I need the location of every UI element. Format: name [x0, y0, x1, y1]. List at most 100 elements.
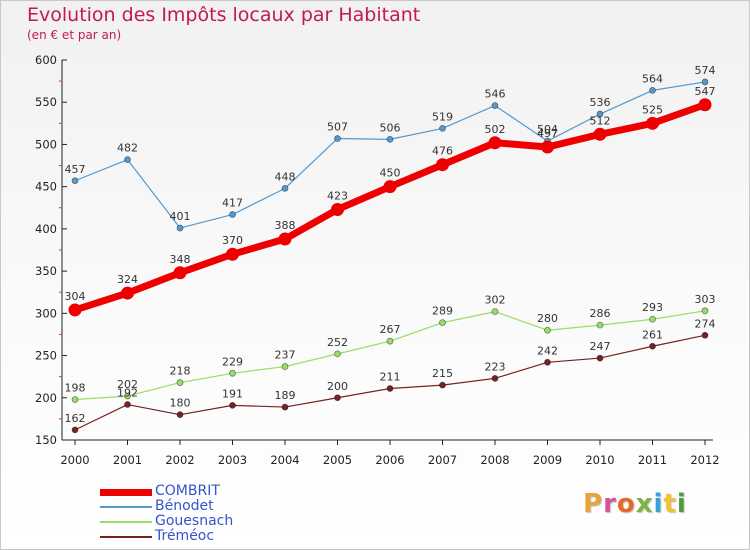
data-point — [124, 156, 131, 164]
data-label: 192 — [117, 387, 138, 400]
data-point — [278, 232, 292, 246]
data-point — [386, 337, 394, 345]
data-point — [436, 158, 449, 172]
data-point — [439, 319, 446, 327]
data-label: 388 — [275, 219, 296, 232]
data-label: 202 — [117, 378, 138, 391]
x-tick-label: 2005 — [323, 453, 352, 467]
data-point — [491, 374, 499, 382]
y-tick-label: 350 — [35, 264, 57, 278]
data-label: 450 — [380, 167, 401, 180]
legend-swatch — [100, 536, 152, 538]
data-point — [701, 78, 709, 86]
axes: 150 200 250 300 350 400 450 500 550 600 2000 2001 20… — [35, 53, 720, 467]
data-label: 348 — [170, 253, 191, 266]
data-point — [173, 266, 187, 280]
data-label: 223 — [485, 360, 506, 373]
data-point — [386, 385, 394, 392]
legend-swatch — [100, 488, 152, 496]
data-point — [383, 180, 397, 194]
data-label: 247 — [590, 340, 611, 353]
data-point — [176, 379, 184, 386]
data-point — [439, 381, 446, 389]
data-point — [491, 308, 499, 316]
logo-letter: o — [616, 489, 636, 519]
logo-letter: P — [583, 489, 604, 519]
data-label: 506 — [380, 121, 401, 134]
logo-letter: i — [653, 489, 664, 519]
data-point — [386, 135, 394, 143]
y-tick-label: 450 — [35, 180, 57, 194]
data-point — [229, 211, 236, 218]
data-label: 218 — [170, 365, 191, 378]
legend-label: Gouesnach — [155, 513, 234, 529]
data-label: 401 — [170, 210, 191, 223]
data-label-layer: 457 482 401 417 448 507 506 519 546 504 536 564 574 1… — [65, 64, 716, 425]
data-point — [229, 401, 236, 409]
y-tick-label: 600 — [35, 53, 57, 67]
data-label: 162 — [65, 412, 86, 425]
data-point — [439, 124, 446, 132]
data-label: 304 — [65, 290, 86, 303]
data-point — [334, 394, 341, 402]
y-tick-label: 400 — [35, 222, 57, 236]
legend: COMBRIT Bénodet Gouesnach Tréméoc — [100, 484, 300, 544]
data-point — [176, 224, 184, 232]
data-label: 546 — [485, 88, 506, 101]
data-label: 482 — [117, 142, 138, 155]
data-label: 267 — [380, 323, 401, 336]
legend-label: Bénodet — [155, 498, 214, 514]
series-tréméoc — [71, 331, 709, 434]
data-label: 370 — [222, 234, 243, 247]
data-label: 457 — [65, 163, 86, 176]
data-label: 286 — [590, 307, 611, 320]
data-label: 525 — [642, 103, 663, 116]
x-tick-label: 2007 — [428, 453, 457, 467]
data-point — [596, 321, 604, 329]
data-label: 476 — [432, 145, 453, 158]
series-line — [73, 101, 707, 314]
data-point — [71, 426, 79, 434]
data-label: 180 — [170, 397, 191, 410]
data-label: 423 — [327, 189, 348, 202]
legend-label: Tréméoc — [155, 528, 215, 544]
data-label: 574 — [695, 64, 716, 77]
data-point — [121, 286, 134, 300]
data-label: 237 — [275, 349, 296, 362]
data-label: 280 — [537, 312, 558, 325]
data-label: 547 — [695, 85, 716, 98]
data-point — [334, 350, 341, 358]
data-point — [541, 140, 554, 154]
x-tick-label: 2010 — [585, 453, 614, 467]
x-tick-label: 2011 — [638, 453, 667, 467]
y-tick-label: 250 — [35, 349, 57, 363]
data-point — [593, 127, 607, 141]
data-point — [646, 116, 659, 130]
data-point — [491, 102, 499, 109]
data-point — [226, 247, 239, 261]
data-label: 198 — [65, 381, 86, 394]
data-label: 293 — [642, 301, 663, 314]
data-label: 191 — [222, 387, 243, 400]
data-label: 417 — [222, 197, 243, 210]
legend-item: Gouesnach — [100, 514, 300, 529]
data-point — [281, 403, 289, 411]
data-point — [596, 354, 604, 362]
data-label: 274 — [695, 317, 716, 330]
data-point — [68, 303, 82, 317]
data-label: 215 — [432, 367, 453, 380]
data-label: 497 — [537, 127, 558, 140]
data-point — [544, 358, 551, 366]
data-point — [281, 363, 289, 370]
data-label: 512 — [590, 114, 611, 127]
legend-swatch — [100, 506, 152, 508]
legend-item: COMBRIT — [100, 484, 300, 499]
x-tick-label: 2003 — [218, 453, 247, 467]
chart-subtitle: (en € et par an) — [27, 28, 122, 42]
data-point — [71, 396, 79, 403]
logo-letter: t — [663, 489, 677, 519]
x-tick-label: 2008 — [480, 453, 509, 467]
data-label: 242 — [537, 344, 558, 357]
series-gouesnach — [71, 307, 709, 403]
